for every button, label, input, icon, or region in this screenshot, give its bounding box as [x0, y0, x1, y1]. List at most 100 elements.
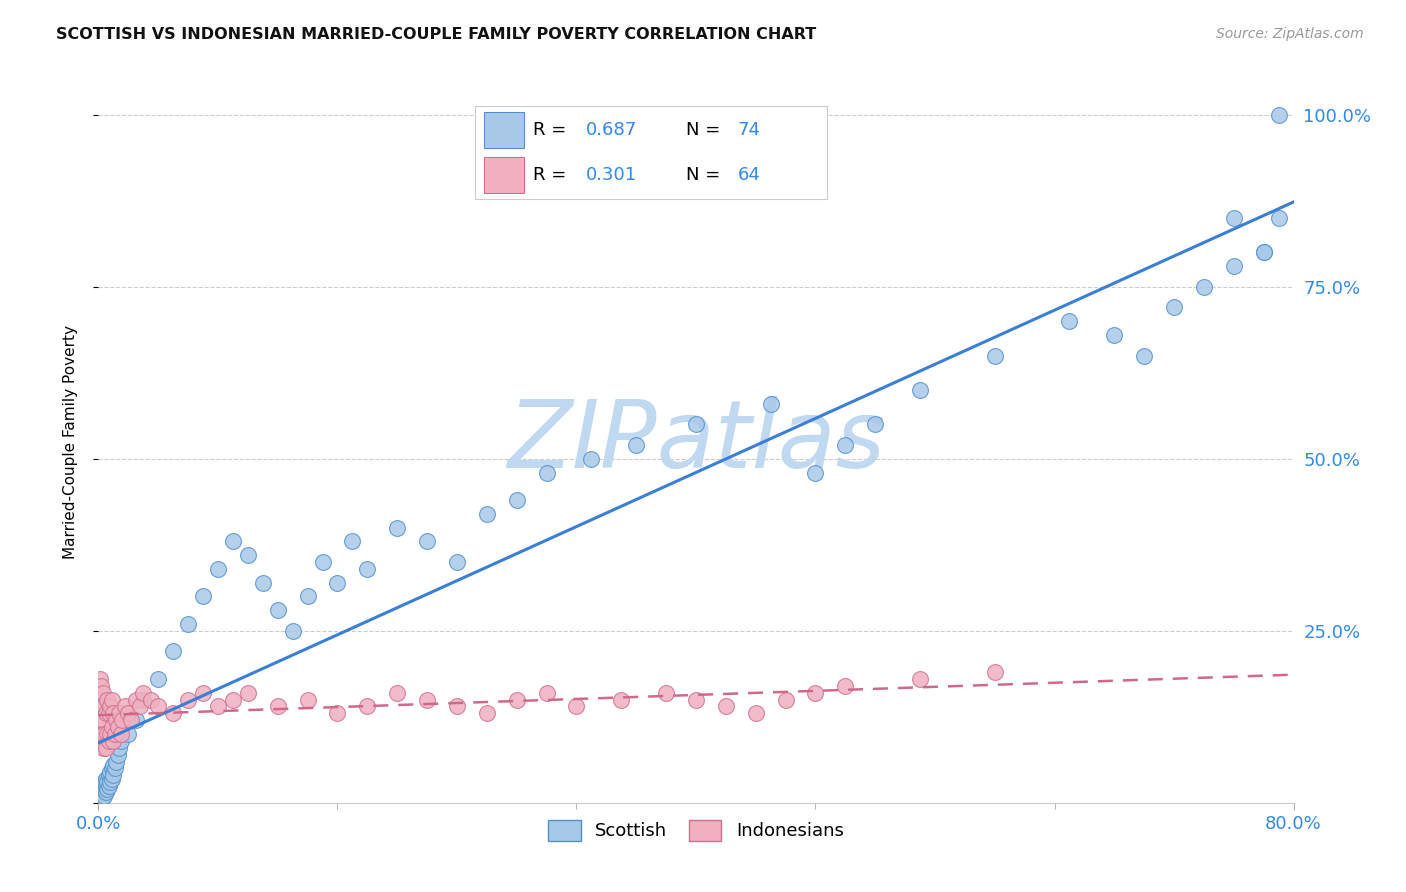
Point	[714, 699, 737, 714]
Point	[114, 699, 136, 714]
Point	[89, 713, 111, 727]
Point	[98, 775, 122, 789]
Point	[148, 672, 170, 686]
Point	[804, 686, 827, 700]
Point	[91, 785, 114, 799]
Point	[97, 706, 120, 721]
Point	[207, 562, 229, 576]
Point	[90, 727, 112, 741]
Point	[96, 692, 118, 706]
Point	[125, 713, 148, 727]
Point	[191, 686, 214, 700]
Point	[1133, 349, 1156, 363]
Point	[311, 555, 333, 569]
Point	[984, 349, 1007, 363]
Point	[236, 686, 259, 700]
Point	[1192, 279, 1215, 293]
Point	[416, 534, 439, 549]
Point	[93, 699, 115, 714]
Point	[655, 686, 678, 700]
Point	[97, 779, 120, 793]
Point	[984, 665, 1007, 679]
Text: ZIPatlas: ZIPatlas	[508, 396, 884, 487]
Point	[91, 740, 114, 755]
Point	[834, 438, 856, 452]
Point	[101, 761, 124, 775]
Point	[610, 692, 633, 706]
Point	[685, 417, 707, 432]
Point	[565, 699, 588, 714]
Point	[162, 644, 184, 658]
Point	[93, 727, 115, 741]
Point	[90, 679, 112, 693]
Point	[90, 789, 112, 803]
Point	[281, 624, 304, 638]
Point	[101, 720, 124, 734]
Point	[506, 692, 529, 706]
Point	[536, 686, 558, 700]
Point	[506, 493, 529, 508]
Point	[626, 438, 648, 452]
Point	[759, 397, 782, 411]
Point	[101, 692, 124, 706]
Point	[97, 734, 120, 748]
Point	[207, 699, 229, 714]
Point	[98, 699, 122, 714]
Point	[129, 699, 152, 714]
Point	[91, 779, 114, 793]
Point	[132, 692, 155, 706]
Point	[1163, 301, 1185, 315]
Point	[1253, 245, 1275, 260]
Point	[475, 507, 498, 521]
Point	[865, 417, 887, 432]
Point	[326, 706, 349, 721]
Text: SCOTTISH VS INDONESIAN MARRIED-COUPLE FAMILY POVERTY CORRELATION CHART: SCOTTISH VS INDONESIAN MARRIED-COUPLE FA…	[56, 27, 817, 42]
Point	[1267, 108, 1289, 122]
Point	[94, 785, 117, 799]
Point	[105, 713, 128, 727]
Point	[94, 772, 117, 786]
Point	[110, 734, 132, 748]
Point	[107, 720, 129, 734]
Point	[908, 672, 931, 686]
Point	[685, 692, 707, 706]
Point	[98, 727, 122, 741]
Point	[117, 727, 139, 741]
Point	[326, 575, 349, 590]
Point	[120, 713, 142, 727]
Point	[111, 713, 134, 727]
Point	[148, 699, 170, 714]
Point	[103, 734, 125, 748]
Point	[107, 747, 129, 762]
Point	[297, 692, 319, 706]
Point	[89, 789, 111, 803]
Point	[93, 775, 115, 789]
Point	[177, 616, 200, 631]
Point	[91, 686, 114, 700]
Point	[1223, 259, 1246, 273]
Point	[91, 713, 114, 727]
Point	[267, 603, 290, 617]
Point	[139, 692, 162, 706]
Point	[125, 692, 148, 706]
Point	[745, 706, 768, 721]
Point	[96, 775, 118, 789]
Point	[110, 727, 132, 741]
Point	[91, 790, 114, 805]
Point	[97, 768, 120, 782]
Point	[236, 548, 259, 562]
Point	[297, 590, 319, 604]
Point	[104, 727, 127, 741]
Point	[101, 772, 124, 786]
Point	[117, 706, 139, 721]
Point	[581, 451, 603, 466]
Point	[416, 692, 439, 706]
Point	[1253, 245, 1275, 260]
Point	[104, 761, 127, 775]
Point	[446, 555, 468, 569]
Point	[536, 466, 558, 480]
Point	[93, 789, 115, 803]
Point	[908, 383, 931, 397]
Point	[191, 590, 214, 604]
Point	[356, 699, 378, 714]
